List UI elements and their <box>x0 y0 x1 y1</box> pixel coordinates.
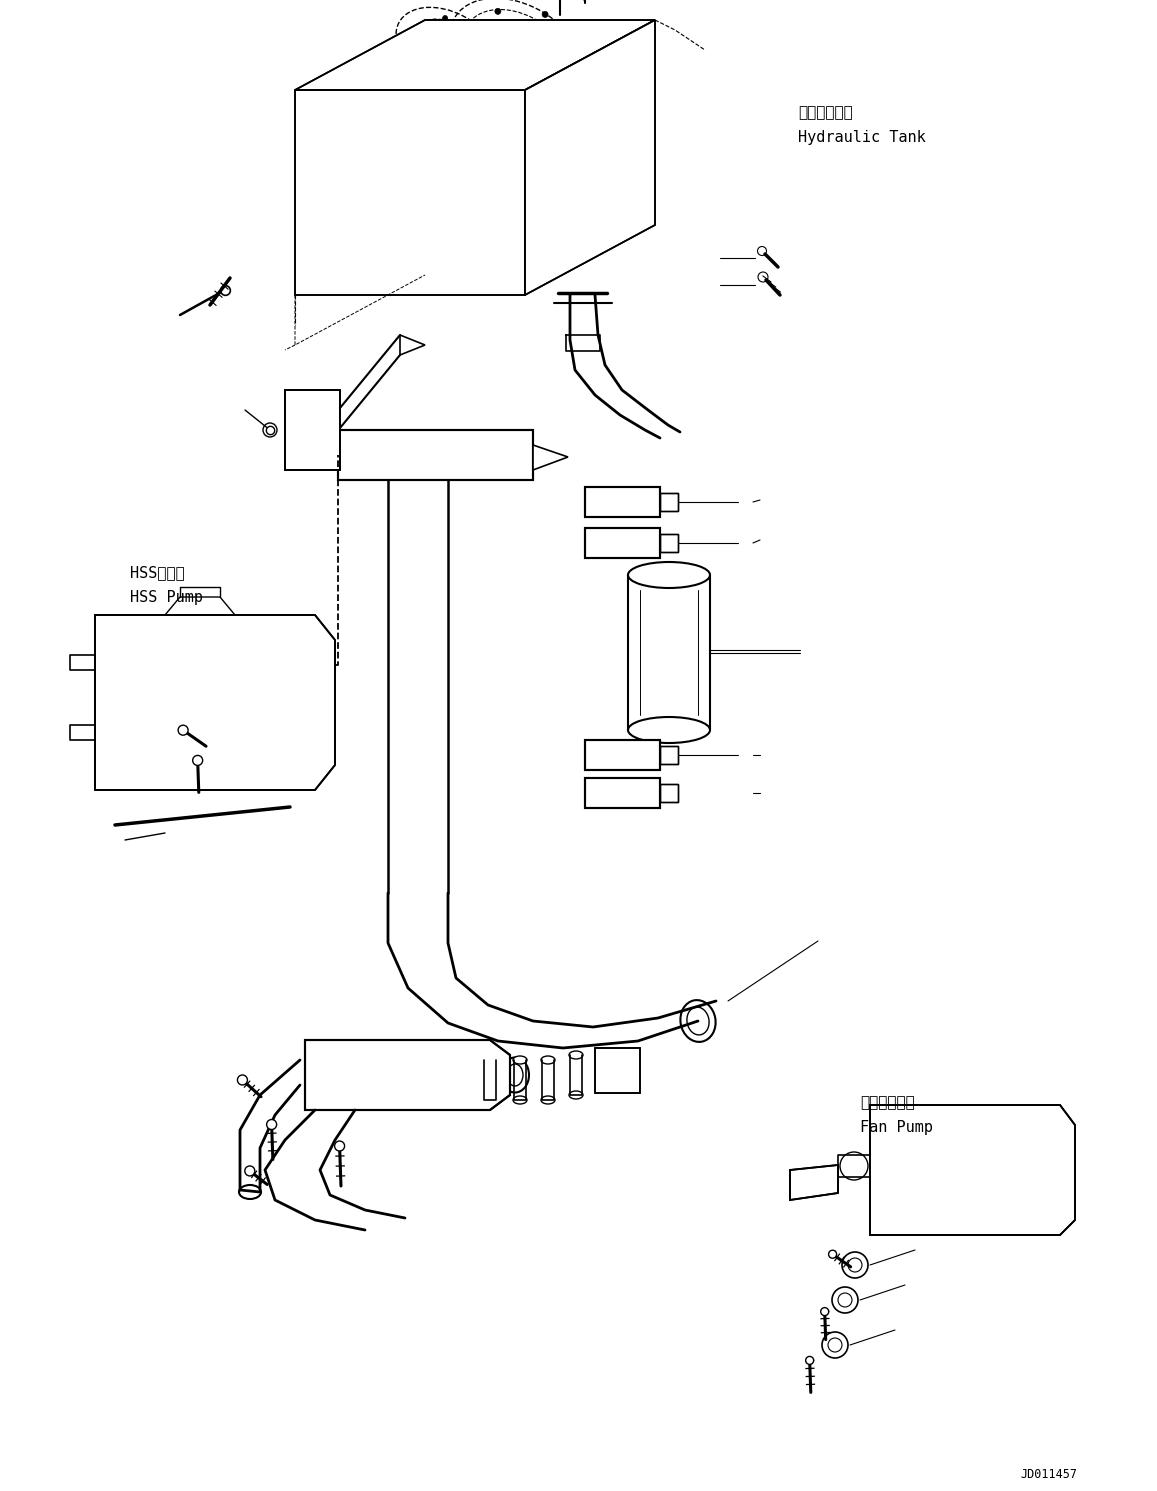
Circle shape <box>406 31 411 36</box>
Ellipse shape <box>680 1000 716 1042</box>
Ellipse shape <box>513 1096 526 1103</box>
Circle shape <box>568 69 574 75</box>
Circle shape <box>445 76 450 81</box>
Polygon shape <box>659 784 678 802</box>
Text: Hydraulic Tank: Hydraulic Tank <box>798 130 926 145</box>
Polygon shape <box>533 444 568 470</box>
Polygon shape <box>585 740 659 769</box>
Polygon shape <box>295 89 525 295</box>
Ellipse shape <box>578 157 600 183</box>
Ellipse shape <box>569 1091 583 1099</box>
Circle shape <box>334 1141 345 1151</box>
Polygon shape <box>295 19 655 89</box>
Polygon shape <box>338 429 533 480</box>
Circle shape <box>820 1308 828 1315</box>
Ellipse shape <box>482 1056 498 1065</box>
Ellipse shape <box>482 1096 498 1103</box>
Circle shape <box>543 12 548 18</box>
Circle shape <box>480 30 486 34</box>
Circle shape <box>263 423 277 437</box>
Circle shape <box>832 1287 858 1314</box>
Circle shape <box>245 1166 255 1176</box>
Polygon shape <box>525 19 655 295</box>
Polygon shape <box>285 391 340 470</box>
Circle shape <box>840 1153 868 1179</box>
Circle shape <box>821 1331 848 1358</box>
Text: JD011457: JD011457 <box>1020 1469 1077 1481</box>
Ellipse shape <box>466 239 494 256</box>
Ellipse shape <box>239 1185 261 1199</box>
Ellipse shape <box>628 717 710 743</box>
Ellipse shape <box>513 1056 526 1065</box>
Circle shape <box>458 28 464 34</box>
Ellipse shape <box>347 239 379 256</box>
Circle shape <box>495 9 501 15</box>
Circle shape <box>454 61 459 67</box>
Circle shape <box>407 61 413 67</box>
Circle shape <box>828 1251 837 1258</box>
Polygon shape <box>870 1105 1075 1235</box>
Circle shape <box>484 85 489 91</box>
Circle shape <box>805 1357 813 1364</box>
Polygon shape <box>400 335 425 355</box>
Text: Fan Pump: Fan Pump <box>860 1120 933 1135</box>
Polygon shape <box>95 614 336 790</box>
Polygon shape <box>585 488 659 517</box>
Circle shape <box>482 60 487 64</box>
Circle shape <box>573 36 578 42</box>
Ellipse shape <box>501 1057 529 1093</box>
Circle shape <box>266 1120 277 1130</box>
Circle shape <box>758 271 768 282</box>
Ellipse shape <box>541 1056 555 1065</box>
Text: 作動油タンク: 作動油タンク <box>798 104 853 119</box>
Circle shape <box>193 756 202 765</box>
Polygon shape <box>790 1164 838 1200</box>
Ellipse shape <box>541 1096 555 1103</box>
Ellipse shape <box>628 562 710 587</box>
Circle shape <box>531 88 537 94</box>
Text: HSSポンプ: HSSポンプ <box>130 565 185 580</box>
Polygon shape <box>305 1041 510 1109</box>
Text: HSS Pump: HSS Pump <box>130 590 202 605</box>
Polygon shape <box>585 778 659 808</box>
Ellipse shape <box>445 189 474 210</box>
Text: ファンポンプ: ファンポンプ <box>860 1094 915 1109</box>
Polygon shape <box>595 1048 640 1093</box>
Ellipse shape <box>430 43 463 69</box>
Circle shape <box>443 15 448 21</box>
Ellipse shape <box>569 1051 583 1059</box>
Polygon shape <box>659 746 678 763</box>
Circle shape <box>842 1252 868 1278</box>
Circle shape <box>758 246 766 255</box>
Polygon shape <box>659 494 678 511</box>
Polygon shape <box>585 528 659 558</box>
Polygon shape <box>659 534 678 552</box>
Circle shape <box>178 725 189 735</box>
Circle shape <box>237 1075 248 1085</box>
